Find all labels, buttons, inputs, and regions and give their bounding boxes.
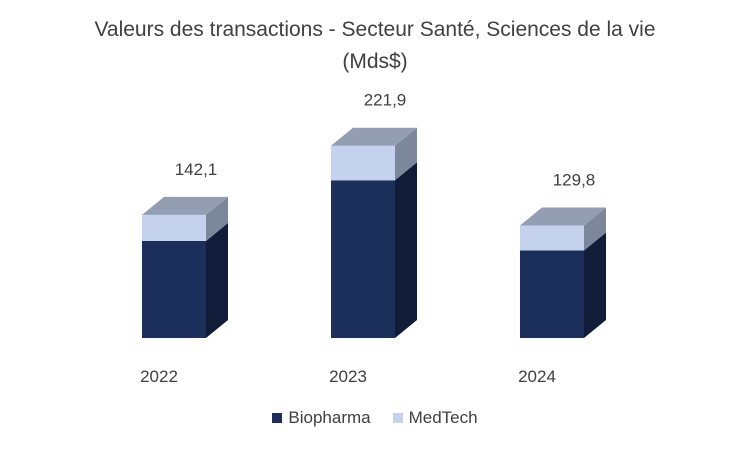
legend-label-biopharma: Biopharma xyxy=(288,408,371,427)
legend-item-biopharma: Biopharma xyxy=(272,408,371,428)
x-tick-label-2024: 2024 xyxy=(518,367,556,386)
bar-biopharma-2023 xyxy=(331,180,395,338)
bar-medtech-2022 xyxy=(142,214,206,241)
bar-medtech-2023 xyxy=(331,145,395,181)
legend-label-medtech: MedTech xyxy=(408,408,478,427)
legend-swatch-medtech xyxy=(392,413,403,423)
bar-side-medtech-2024 xyxy=(584,207,606,251)
total-label-2022: 142,1 xyxy=(175,160,218,179)
legend-swatch-biopharma xyxy=(272,413,283,423)
legend-item-medtech: MedTech xyxy=(392,408,478,428)
bar-top-2022 xyxy=(142,196,228,215)
bar-side-medtech-2023 xyxy=(395,127,417,181)
x-tick-label-2023: 2023 xyxy=(329,367,367,386)
bar-side-biopharma-2022 xyxy=(206,222,228,338)
bar-side-medtech-2022 xyxy=(206,196,228,241)
bar-side-biopharma-2024 xyxy=(584,232,606,338)
bar-biopharma-2024 xyxy=(520,250,584,338)
bar-top-2024 xyxy=(520,207,606,226)
bar-top-2023 xyxy=(331,127,417,146)
bar-side-biopharma-2023 xyxy=(395,162,417,338)
x-tick-label-2022: 2022 xyxy=(140,367,178,386)
legend: Biopharma MedTech xyxy=(0,408,750,428)
chart-title: Valeurs des transactions - Secteur Santé… xyxy=(94,18,656,73)
total-label-2024: 129,8 xyxy=(553,171,596,190)
bar-biopharma-2022 xyxy=(142,240,206,338)
bar-medtech-2024 xyxy=(520,225,584,251)
total-label-2023: 221,9 xyxy=(364,91,407,110)
